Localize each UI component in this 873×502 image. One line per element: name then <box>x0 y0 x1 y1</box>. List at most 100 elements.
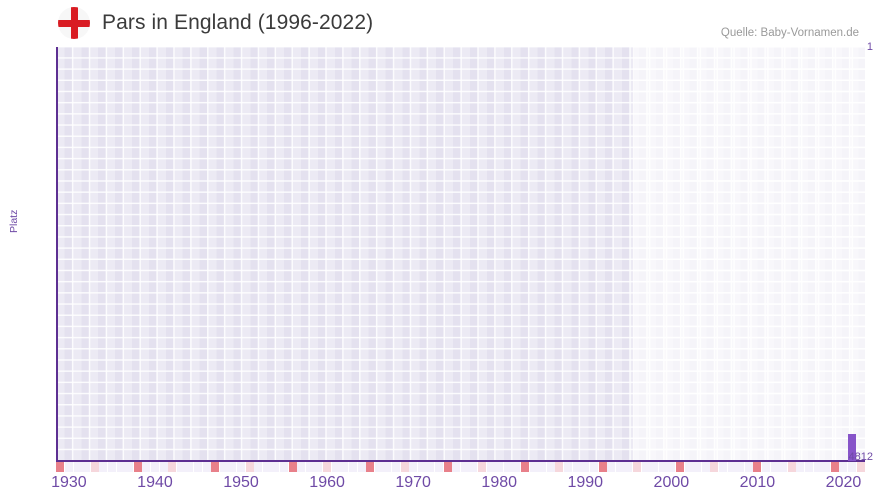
tick-cell-1973 <box>434 462 443 472</box>
tick-cell-1994 <box>615 462 624 472</box>
x-axis-label-2010: 2010 <box>739 474 776 491</box>
tick-cell-2006 <box>718 462 727 472</box>
tick-cell-1980 <box>495 462 504 472</box>
tick-cell-1944 <box>185 462 194 472</box>
tick-cell-1998 <box>650 462 659 472</box>
chart-title: Pars in England (1996-2022) <box>102 11 374 34</box>
tick-cell-1978 <box>478 462 487 472</box>
tick-cell-1983 <box>521 462 530 472</box>
tick-cell-1953 <box>262 462 271 472</box>
tick-cell-2004 <box>701 462 710 472</box>
tick-cell-1976 <box>460 462 469 472</box>
tick-cell-1950 <box>237 462 246 472</box>
x-axis-line <box>56 460 865 462</box>
tick-cell-1995 <box>624 462 633 472</box>
tick-cell-2003 <box>693 462 702 472</box>
x-axis-label-1940: 1940 <box>137 474 173 491</box>
tick-cell-1992 <box>598 462 607 472</box>
tick-cell-1988 <box>564 462 573 472</box>
tick-cell-2018 <box>822 462 831 472</box>
x-axis-label-1960: 1960 <box>309 474 345 491</box>
x-axis-label-1930: 1930 <box>51 474 87 491</box>
bar-2021[interactable] <box>848 434 857 461</box>
tick-cell-1942 <box>168 462 177 472</box>
tick-cell-2011 <box>762 462 771 472</box>
tick-cell-1974 <box>443 462 452 472</box>
tick-cell-1989 <box>572 462 581 472</box>
tick-cell-1997 <box>641 462 650 472</box>
tick-cell-2022 <box>856 462 865 472</box>
tick-cell-1964 <box>357 462 366 472</box>
tick-cell-2020 <box>839 462 848 472</box>
tick-cell-1971 <box>417 462 426 472</box>
tick-cell-1999 <box>658 462 667 472</box>
tick-cell-1981 <box>503 462 512 472</box>
tick-cell-1991 <box>589 462 598 472</box>
tick-cell-1937 <box>125 462 134 472</box>
tick-cell-1948 <box>219 462 228 472</box>
x-tick-strip <box>56 462 865 472</box>
tick-cell-1954 <box>271 462 280 472</box>
tick-cell-1933 <box>90 462 99 472</box>
tick-cell-2019 <box>830 462 839 472</box>
bars-layer <box>56 47 865 461</box>
plot-area <box>56 47 865 461</box>
tick-cell-1982 <box>512 462 521 472</box>
tick-cell-1972 <box>426 462 435 472</box>
tick-cell-1951 <box>245 462 254 472</box>
tick-cell-1929 <box>56 462 65 472</box>
y-axis-title: Platz <box>8 209 20 233</box>
tick-cell-1955 <box>280 462 289 472</box>
tick-cell-1993 <box>607 462 616 472</box>
tick-cell-1931 <box>73 462 82 472</box>
tick-cell-1970 <box>409 462 418 472</box>
tick-cell-1940 <box>150 462 159 472</box>
x-axis-label-1980: 1980 <box>481 474 518 491</box>
tick-cell-2009 <box>744 462 753 472</box>
tick-cell-1930 <box>64 462 73 472</box>
tick-cell-2010 <box>753 462 762 472</box>
x-axis-label-1950: 1950 <box>223 474 259 491</box>
tick-cell-2021 <box>848 462 857 472</box>
tick-cell-1943 <box>176 462 185 472</box>
source-label: Quelle: Baby-Vornamen.de <box>720 27 859 39</box>
tick-cell-1990 <box>581 462 590 472</box>
tick-cell-1969 <box>400 462 409 472</box>
tick-cell-1935 <box>107 462 116 472</box>
tick-cell-2015 <box>796 462 805 472</box>
x-axis-label-1970: 1970 <box>395 474 431 491</box>
tick-cell-1945 <box>194 462 202 472</box>
x-axis-label-1990: 1990 <box>567 474 604 491</box>
tick-cell-1979 <box>486 462 495 472</box>
tick-cell-1939 <box>142 462 151 472</box>
tick-cell-2007 <box>727 462 736 472</box>
tick-cell-1956 <box>288 462 297 472</box>
tick-cell-1965 <box>366 462 375 472</box>
tick-cell-2013 <box>779 462 788 472</box>
tick-cell-1984 <box>529 462 538 472</box>
tick-cell-1962 <box>340 462 349 472</box>
tick-cell-1968 <box>391 462 400 472</box>
england-flag-icon <box>58 7 90 39</box>
tick-cell-1934 <box>99 462 108 472</box>
tick-cell-2005 <box>710 462 719 472</box>
y-axis-top-label: 1 <box>866 41 873 53</box>
tick-cell-1941 <box>159 462 168 472</box>
tick-cell-1975 <box>452 462 461 472</box>
tick-cell-1946 <box>202 462 211 472</box>
tick-cell-2014 <box>787 462 796 472</box>
tick-cell-1959 <box>314 462 323 472</box>
tick-cell-1996 <box>632 462 641 472</box>
tick-cell-2016 <box>805 462 814 472</box>
tick-cell-2008 <box>736 462 745 472</box>
tick-cell-1952 <box>254 462 263 472</box>
tick-cell-1987 <box>555 462 564 472</box>
tick-cell-1949 <box>228 462 237 472</box>
tick-cell-1957 <box>297 462 306 472</box>
tick-cell-1936 <box>116 462 125 472</box>
tick-cell-1947 <box>211 462 220 472</box>
tick-cell-1958 <box>305 462 314 472</box>
tick-cell-1967 <box>383 462 392 472</box>
tick-cell-1961 <box>331 462 340 472</box>
